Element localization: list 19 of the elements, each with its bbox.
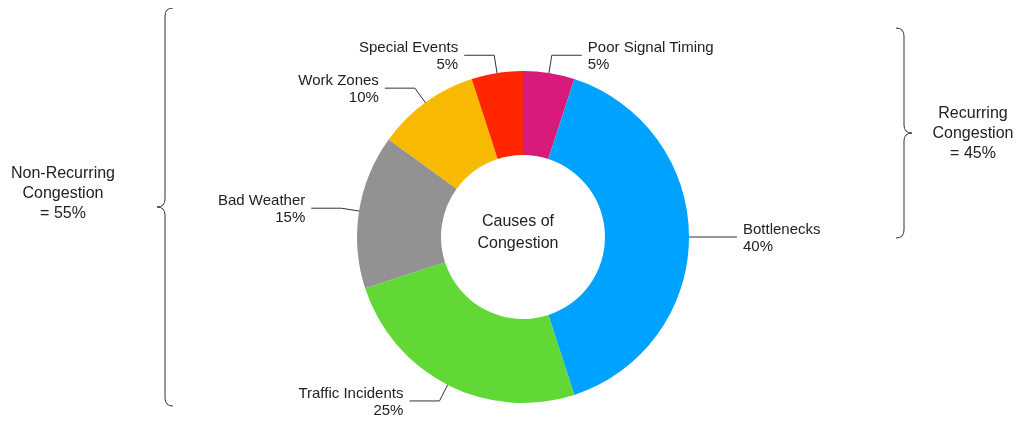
donut-slice xyxy=(523,71,575,160)
slice-label: Bad Weather xyxy=(217,191,306,209)
data-label: 25% xyxy=(373,400,404,418)
data-label: 5% xyxy=(587,55,610,73)
slice-label: Bottlenecks xyxy=(743,220,821,237)
data-label: 15% xyxy=(275,208,306,226)
data-label: 10% xyxy=(348,88,379,106)
text: Causes of Congestion xyxy=(476,211,560,253)
slice-label: Traffic Incidents xyxy=(298,383,404,401)
data-label: 40% xyxy=(743,237,774,254)
slice-label: Poor Signal Timing xyxy=(587,38,714,56)
slice-label: Special Events xyxy=(358,38,459,56)
text: Recurring Congestion = 45% xyxy=(931,103,1015,163)
slice-label: Work Zones xyxy=(298,71,379,89)
donut-slice xyxy=(388,79,498,189)
donut-slice xyxy=(471,71,523,160)
text: Non-Recurring Congestion = 55% xyxy=(9,163,116,223)
donut-slice xyxy=(357,139,457,289)
data-label: 5% xyxy=(436,55,459,73)
